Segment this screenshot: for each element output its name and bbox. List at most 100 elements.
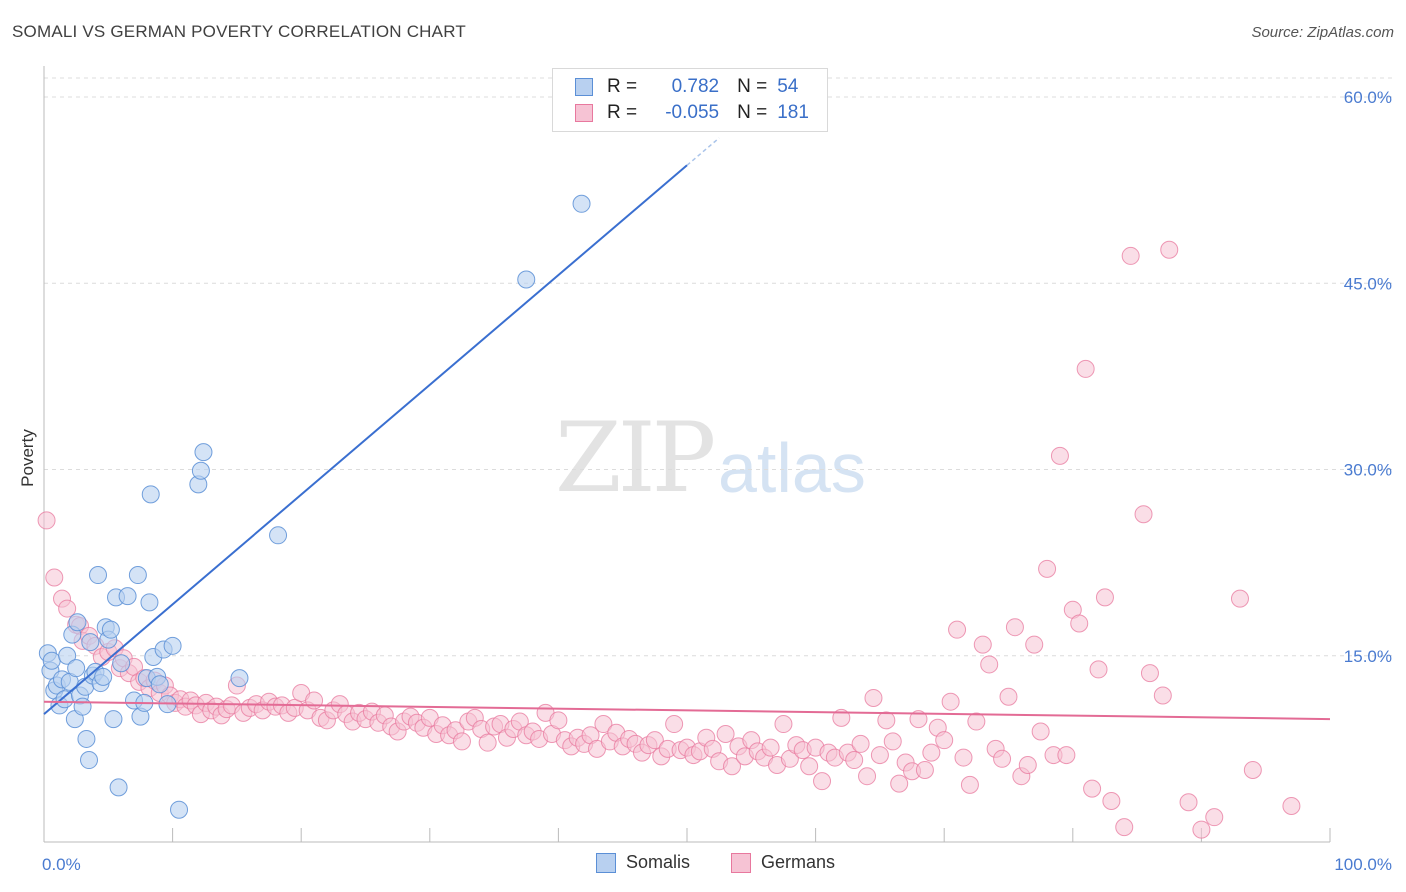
somali-point <box>81 633 100 652</box>
german-point <box>1192 820 1211 839</box>
somali-point <box>163 636 182 655</box>
legend-row-somalis: R = 0.782 N = 54 <box>575 75 798 99</box>
german-point <box>993 749 1012 768</box>
legend-r-value: -0.055 <box>665 102 720 123</box>
somali-point <box>77 729 96 748</box>
legend-label-somalis: Somalis <box>626 852 691 872</box>
trend-lines <box>43 137 1331 721</box>
german-point <box>1076 359 1095 378</box>
somali-point <box>194 443 213 462</box>
x-tick-label: 0.0% <box>42 855 81 874</box>
somali-point <box>517 270 536 289</box>
german-point <box>941 692 960 711</box>
german-point <box>452 732 471 751</box>
legend-r-label: R = <box>607 102 638 123</box>
german-point <box>877 711 896 730</box>
somali-point <box>150 675 169 694</box>
german-point <box>1038 559 1057 578</box>
x-tick-label: 100.0% <box>1334 855 1392 874</box>
german-points <box>37 240 1301 839</box>
german-point <box>1230 589 1249 608</box>
german-point <box>1102 792 1121 811</box>
somali-point <box>42 651 61 670</box>
german-point <box>1115 818 1134 837</box>
german-point <box>864 688 883 707</box>
legend-r-value: 0.782 <box>671 76 720 97</box>
german-point <box>915 760 934 779</box>
somali-point <box>109 778 128 797</box>
german-legend-swatch <box>731 852 751 873</box>
somali-point <box>170 800 189 819</box>
german-point <box>1070 614 1089 633</box>
german-point <box>813 772 832 791</box>
german-trend-line <box>43 700 1331 721</box>
german-point <box>954 748 973 767</box>
somali-point <box>141 485 160 504</box>
somali-swatch <box>575 78 593 96</box>
german-point <box>1057 746 1076 765</box>
german-swatch <box>575 104 593 122</box>
somali-point <box>118 587 137 606</box>
german-point <box>1121 246 1140 265</box>
german-point <box>948 620 967 639</box>
german-point <box>37 511 56 530</box>
german-point <box>858 767 877 786</box>
legend-n-value: 54 <box>777 76 799 97</box>
german-point <box>883 732 902 751</box>
german-point <box>851 734 870 753</box>
legend-item-somalis: Somalis <box>596 852 690 873</box>
german-point <box>1031 722 1050 741</box>
german-point <box>645 731 664 750</box>
german-point <box>832 708 851 727</box>
watermark-atlas: atlas <box>718 429 866 507</box>
german-point <box>594 715 613 734</box>
legend-n-label: N = <box>737 76 768 97</box>
german-point <box>1205 808 1224 827</box>
german-point <box>45 568 64 587</box>
somali-point <box>101 620 120 639</box>
source-credit: Source: ZipAtlas.com <box>1251 24 1394 41</box>
german-point <box>980 655 999 674</box>
legend-label-germans: Germans <box>761 852 836 872</box>
german-point <box>1083 779 1102 798</box>
german-point <box>800 757 819 776</box>
german-point <box>960 775 979 794</box>
german-point <box>723 757 742 776</box>
german-point <box>478 733 497 752</box>
axes <box>43 66 1331 843</box>
legend-n-label: N = <box>737 102 768 123</box>
watermark-zip: ZIP <box>555 402 716 514</box>
tick-labels: 15.0% 30.0% 45.0% 60.0% 0.0% 100.0% <box>42 88 1392 874</box>
somali-point <box>230 669 249 688</box>
somali-point <box>104 710 123 729</box>
german-point <box>890 774 909 793</box>
somali-point <box>572 194 591 213</box>
german-point <box>716 724 735 743</box>
somali-point <box>94 667 113 686</box>
german-point <box>1153 686 1172 705</box>
german-point <box>774 715 793 734</box>
grid-lines <box>44 77 1392 657</box>
somali-point <box>67 659 86 678</box>
somali-point <box>73 697 92 716</box>
german-point <box>999 687 1018 706</box>
german-point <box>1134 505 1153 524</box>
somali-points <box>38 194 591 819</box>
german-point <box>967 712 986 731</box>
somali-point <box>191 461 210 480</box>
y-tick-label: 60.0% <box>1344 88 1392 107</box>
somali-point <box>140 593 159 612</box>
legend-row-germans: R = -0.055 N = 181 <box>575 101 809 125</box>
german-point <box>1089 660 1108 679</box>
y-tick-label: 15.0% <box>1344 647 1392 666</box>
somali-point <box>80 751 99 770</box>
somali-legend-swatch <box>596 852 616 873</box>
correlation-legend: R = 0.782 N = 54 R = -0.055 N = 181 <box>552 68 828 132</box>
german-point <box>922 743 941 762</box>
somali-point <box>89 566 108 585</box>
german-point <box>549 711 568 730</box>
german-point <box>1025 635 1044 654</box>
german-point <box>973 635 992 654</box>
german-point <box>1179 793 1198 812</box>
